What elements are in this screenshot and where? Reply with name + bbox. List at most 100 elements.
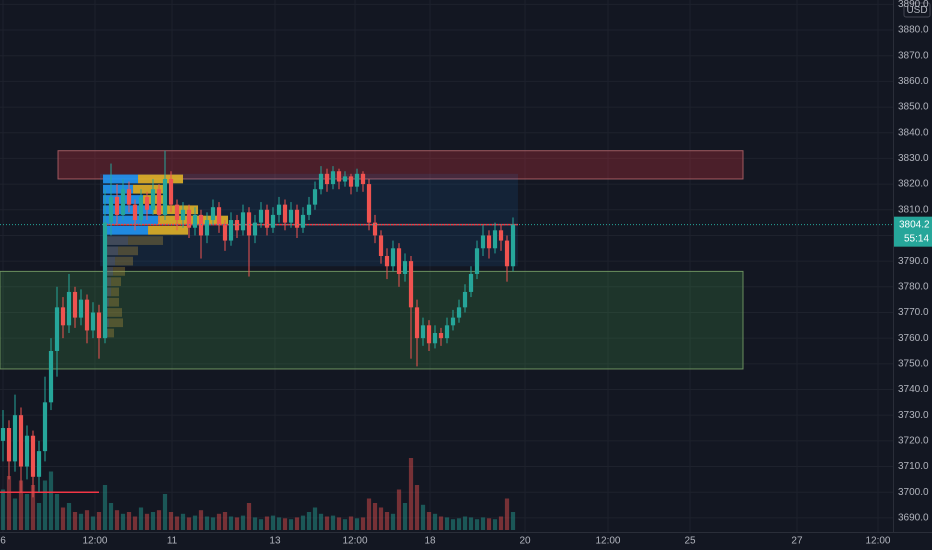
candle-body <box>18 415 24 467</box>
volume-bar <box>480 517 486 530</box>
y-tick-label: 3890.0 <box>898 0 929 10</box>
candle-body <box>372 222 378 236</box>
candle-body <box>222 225 228 241</box>
y-tick-label: 3690.0 <box>898 513 929 524</box>
x-tick-label: 20 <box>519 536 531 547</box>
candle-body <box>36 451 42 477</box>
candle-body <box>198 214 204 236</box>
candle-body <box>246 212 252 236</box>
y-tick-label: 3790.0 <box>898 256 929 267</box>
profile-buy <box>103 184 134 194</box>
candle-body <box>288 209 294 223</box>
zone <box>57 150 744 180</box>
candle-body <box>234 220 240 231</box>
volume-bar <box>318 513 324 530</box>
candle-body <box>192 214 198 228</box>
volume-bar <box>30 485 36 530</box>
candle-body <box>276 204 282 215</box>
plot-area <box>0 0 893 532</box>
volume-bar <box>306 512 312 530</box>
volume-bar <box>132 516 138 530</box>
profile-buy <box>103 205 154 215</box>
volume-bar <box>330 515 336 530</box>
candle-body <box>318 173 324 190</box>
profile-sell <box>128 236 164 245</box>
volume-bar <box>396 489 402 530</box>
candle-body <box>420 325 426 339</box>
volume-bar <box>450 519 456 530</box>
y-tick-label: 3820.0 <box>898 179 929 190</box>
y-tick-label: 3810.0 <box>898 204 929 215</box>
candle-body <box>150 189 156 210</box>
candle-body <box>96 312 102 339</box>
countdown: 55:14 <box>904 233 929 244</box>
candle-body <box>228 220 234 241</box>
y-tick-label: 3720.0 <box>898 435 929 446</box>
profile-buy <box>103 246 119 256</box>
candle-body <box>492 230 498 249</box>
candle-body <box>348 176 354 187</box>
volume-bar <box>252 517 258 530</box>
candle-body <box>426 325 432 344</box>
volume-bar <box>462 516 468 530</box>
volume-bar <box>96 512 102 530</box>
candle-body <box>24 435 30 467</box>
x-tick-label: 27 <box>791 536 803 547</box>
volume-bar <box>42 480 48 530</box>
currency-badge[interactable] <box>903 2 931 18</box>
candle-body <box>90 312 96 331</box>
candle-body <box>78 299 84 318</box>
candle-body <box>390 248 396 267</box>
profile-sell <box>138 174 184 184</box>
y-tick-label: 3830.0 <box>898 153 929 164</box>
volume-bar <box>438 516 444 530</box>
volume-bar <box>102 485 108 530</box>
candle-body <box>204 220 210 236</box>
candle-body <box>396 248 402 274</box>
y-tick-label: 3850.0 <box>898 102 929 113</box>
candle-body <box>282 204 288 223</box>
volume-bar <box>186 517 192 530</box>
profile-buy <box>103 225 149 235</box>
volume-bar <box>258 519 264 530</box>
candle-body <box>336 171 342 182</box>
volume-bar <box>456 518 462 530</box>
volume-bar <box>366 498 372 530</box>
volume-bar <box>54 494 60 530</box>
candle-body <box>186 209 192 228</box>
x-tick-label: 13 <box>269 536 281 547</box>
candle-body <box>216 207 222 226</box>
volume-bar <box>432 513 438 530</box>
volume-bar <box>324 516 330 530</box>
volume-bar <box>420 504 426 530</box>
volume-bar <box>372 503 378 530</box>
candle-body <box>354 173 360 187</box>
profile-buy <box>103 215 159 225</box>
profile-buy <box>103 256 116 266</box>
candle-body <box>414 307 420 339</box>
volume-bar <box>342 519 348 530</box>
volume-bar <box>144 513 150 530</box>
volume-bar <box>486 518 492 530</box>
last-price-badge <box>894 216 932 247</box>
volume-bar <box>414 485 420 530</box>
volume-bar <box>408 458 414 530</box>
profile-sell <box>118 246 139 256</box>
candle-body <box>300 214 306 228</box>
candle-body <box>132 204 138 221</box>
candle-body <box>60 307 66 326</box>
volume-bar <box>384 512 390 530</box>
volume-bar <box>276 517 282 530</box>
candle-body <box>510 224 516 267</box>
candle-body <box>330 171 336 185</box>
candle-body <box>84 299 90 331</box>
candle-body <box>366 184 372 223</box>
candle-body <box>168 178 174 205</box>
profile-buy <box>103 174 139 184</box>
candle-body <box>210 207 216 221</box>
y-tick-label: 3740.0 <box>898 384 929 395</box>
volume-bar <box>90 516 96 530</box>
profile-sell <box>109 318 124 328</box>
profile-sell <box>111 287 120 297</box>
volume-bar <box>150 512 156 530</box>
